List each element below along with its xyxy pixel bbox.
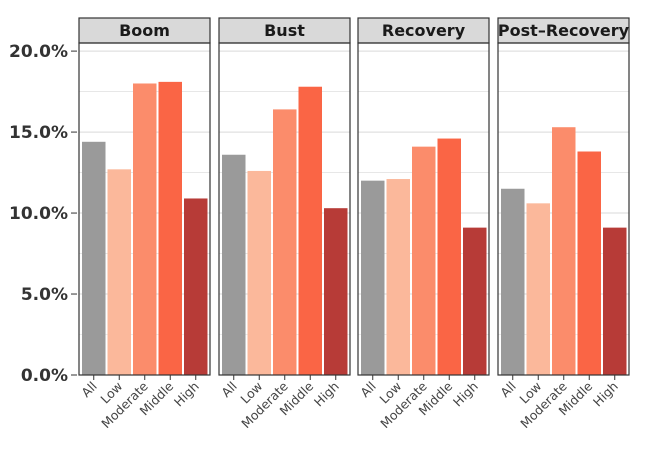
bar-moderate [273, 109, 297, 376]
facet-strip [78, 17, 211, 44]
facet-title: Boom [119, 21, 170, 40]
bar-moderate [133, 83, 157, 376]
bar-all [501, 188, 525, 375]
y-tick-label: 20.0% [9, 42, 68, 62]
bar-low [386, 179, 410, 375]
bar-all [361, 180, 385, 375]
bar-high [603, 227, 627, 375]
facet-title: Post–Recovery [498, 21, 630, 40]
bar-low [247, 170, 271, 375]
bar-moderate [412, 146, 436, 375]
bar-high [184, 198, 208, 375]
x-tick-label: All [218, 379, 240, 401]
x-tick-label: All [78, 379, 100, 401]
bar-middle [298, 86, 322, 375]
y-tick-label: 5.0% [21, 285, 68, 305]
bar-high [463, 227, 487, 375]
x-tick-label: All [497, 379, 519, 401]
x-tick-label: High [450, 379, 481, 410]
bar-all [82, 141, 106, 375]
bar-moderate [552, 127, 576, 376]
x-tick-label: All [357, 379, 379, 401]
x-tick-label: High [171, 379, 202, 410]
facet-title: Recovery [382, 21, 466, 40]
bar-middle [437, 138, 461, 375]
facet-title: Bust [264, 21, 305, 40]
y-tick-label: 0.0% [21, 366, 68, 386]
facet-strip [357, 17, 490, 44]
x-tick-label: High [311, 379, 342, 410]
y-tick-label: 10.0% [9, 204, 68, 224]
bar-low [526, 203, 550, 375]
x-tick-label: High [590, 379, 621, 410]
bar-high [324, 208, 348, 375]
y-tick-label: 15.0% [9, 123, 68, 143]
facet-strip [218, 17, 351, 44]
bar-middle [577, 151, 601, 375]
bar-all [222, 154, 246, 375]
bar-low [107, 169, 131, 375]
bar-middle [158, 81, 182, 376]
